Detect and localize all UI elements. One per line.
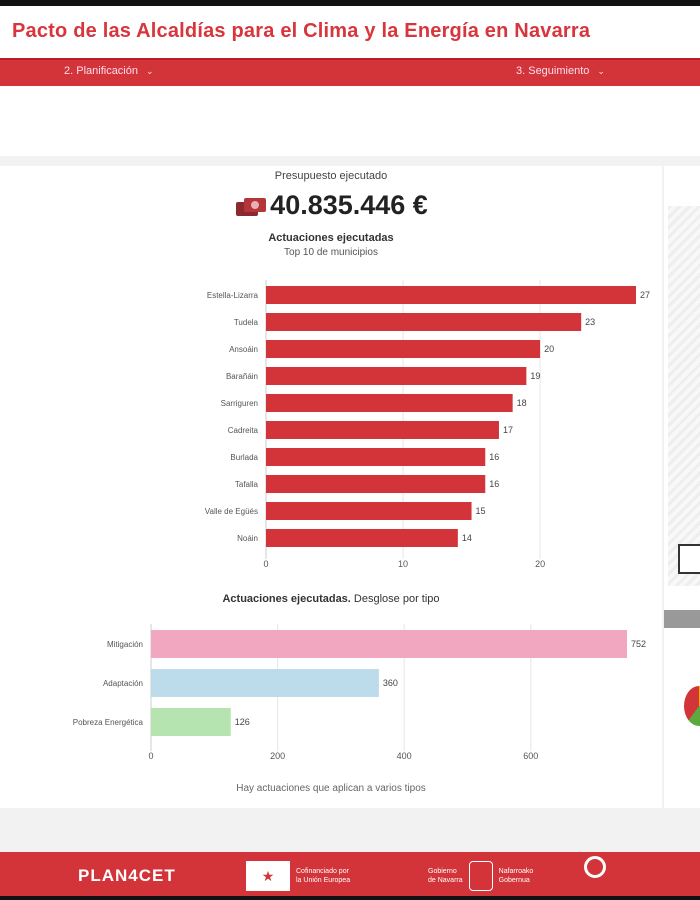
x-tick-label: 0 <box>148 751 153 761</box>
gov-text-1: Gobierno <box>428 868 457 875</box>
category-label: Pobreza Energética <box>73 718 144 727</box>
x-tick-label: 600 <box>523 751 538 761</box>
eu-logo: ★ Cofinanciado por la Unión Europea <box>246 852 350 900</box>
bar <box>266 421 499 439</box>
budget-value: 40.835.446 € <box>270 190 428 220</box>
category-label: Ansoáin <box>229 345 258 354</box>
x-tick-label: 400 <box>397 751 412 761</box>
bar <box>266 340 541 358</box>
navarra-crest-icon <box>468 861 493 891</box>
category-label: Tudela <box>234 318 259 327</box>
plancet-logo-text: PLAN4CET <box>78 866 176 885</box>
top-dark-strip <box>0 0 700 6</box>
bottom-dark-strip <box>0 896 700 900</box>
category-label: Noáin <box>237 534 258 543</box>
bar-value-label: 18 <box>517 398 527 408</box>
bar <box>266 502 472 520</box>
bar-value-label: 15 <box>476 506 486 516</box>
bar <box>266 529 458 547</box>
category-label: Barañáin <box>226 372 258 381</box>
footnote: Hay actuaciones que aplican a varios tip… <box>236 783 426 794</box>
bar-value-label: 23 <box>585 317 595 327</box>
actions-subtitle: Top 10 de municipios <box>284 247 378 258</box>
eu-text-2: la Unión Europea <box>296 877 351 884</box>
bar <box>266 475 486 493</box>
bar-value-label: 360 <box>383 678 398 688</box>
bar <box>151 669 379 697</box>
bar-value-label: 27 <box>640 290 650 300</box>
nav-bar: 2. Planificación ⌄ 3. Seguimiento ⌄ <box>0 58 700 86</box>
category-label: Cadreita <box>228 426 259 435</box>
category-label: Burlada <box>230 453 258 462</box>
globe-logo <box>584 852 606 900</box>
bar-value-label: 20 <box>544 344 554 354</box>
eu-flag-icon: ★ <box>246 861 290 891</box>
bar <box>266 448 486 466</box>
budget-label: Presupuesto ejecutado <box>274 170 388 182</box>
category-label: Estella-Lizarra <box>207 291 259 300</box>
nav-planificacion-dropdown[interactable]: 2. Planificación ⌄ <box>64 65 154 77</box>
bar-value-label: 16 <box>489 452 499 462</box>
category-label: Sarriguren <box>221 399 258 408</box>
x-tick-label: 0 <box>263 559 268 569</box>
money-icon <box>236 197 267 216</box>
nav-planificacion-label: 2. Planificación <box>64 65 138 77</box>
bar-value-label: 17 <box>503 425 513 435</box>
bar <box>151 630 627 658</box>
x-tick-label: 200 <box>270 751 285 761</box>
municipality-map[interactable] <box>668 206 700 586</box>
eu-text-1: Cofinanciado por <box>296 868 349 875</box>
nav-seguimiento-label: 3. Seguimiento <box>516 65 590 77</box>
category-label: Valle de Egüés <box>205 507 258 516</box>
x-tick-label: 20 <box>535 559 545 569</box>
map-legend-box <box>678 544 700 574</box>
category-label: Mitigación <box>107 640 143 649</box>
top10-bar-chart: 0 10 20 Estella-Lizarra 27 Tudela 23 Ansoáin 20 B… <box>205 280 650 569</box>
type-breakdown-title: Actuaciones ejecutadas. Desglose por tip… <box>0 593 662 605</box>
bar-value-label: 16 <box>489 479 499 489</box>
bar <box>151 708 231 736</box>
app-header: Pacto de las Alcaldías para el Clima y l… <box>0 6 700 58</box>
x-tick-label: 10 <box>398 559 408 569</box>
bar-value-label: 752 <box>631 639 646 649</box>
type-breakdown-title-bold: Actuaciones ejecutadas. <box>222 593 351 605</box>
globe-icon <box>584 856 606 878</box>
bar-value-label: 14 <box>462 533 472 543</box>
bar-value-label: 126 <box>235 717 250 727</box>
app-title: Pacto de las Alcaldías para el Clima y l… <box>12 20 591 42</box>
chevron-down-icon: ⌄ <box>597 66 605 76</box>
bar <box>266 313 582 331</box>
footer: PLAN4CET ★ Cofinanciado por la Unión Eur… <box>0 852 700 900</box>
map-legend-bar <box>664 610 700 628</box>
bar-value-label: 19 <box>530 371 540 381</box>
type-breakdown-bar-chart: 0 200 400 600 Mitigación 752 Adaptación 360 Pobr… <box>73 624 646 761</box>
type-breakdown-title-rest: Desglose por tipo <box>350 593 440 605</box>
gobierno-navarra-logo: Gobierno de Navarra Nafarroako Gobernua <box>428 852 533 900</box>
gov-text-2: de Navarra <box>428 877 463 884</box>
plancet-logo: PLAN4CET <box>78 852 176 900</box>
actions-title: Actuaciones ejecutadas <box>268 232 394 244</box>
nav-seguimiento-dropdown[interactable]: 3. Seguimiento ⌄ <box>516 65 605 77</box>
bar <box>266 394 513 412</box>
gov-text-4: Gobernua <box>498 877 530 884</box>
map-gauge-chart <box>684 686 700 726</box>
bar <box>266 286 636 304</box>
category-label: Tafalla <box>235 480 259 489</box>
map-panel <box>664 166 700 808</box>
chevron-down-icon: ⌄ <box>146 66 154 76</box>
gov-text-3: Nafarroako <box>498 868 534 875</box>
budget-row: 40.835.446 € <box>0 190 662 221</box>
bar <box>266 367 527 385</box>
category-label: Adaptación <box>103 679 143 688</box>
filter-area <box>0 86 700 156</box>
